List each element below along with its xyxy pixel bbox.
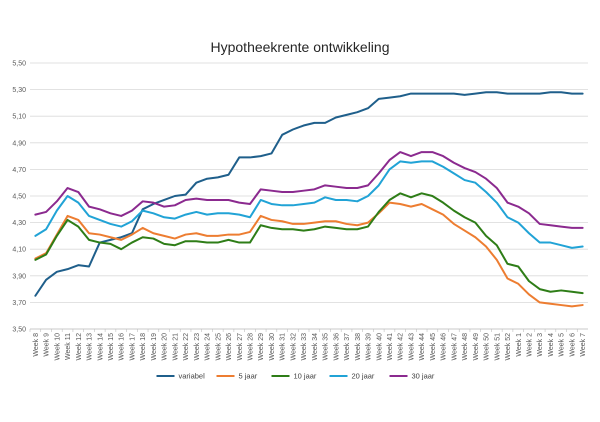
x-tick-label: Week 41: [387, 333, 394, 361]
y-tick-label: 5,10: [12, 114, 26, 121]
x-tick-label: Week 28: [247, 333, 254, 361]
x-tick-label: Week 30: [269, 333, 276, 361]
x-tick-label: Week 4: [548, 333, 555, 357]
x-tick-label: Week 45: [430, 333, 437, 361]
x-tick-label: Week 50: [484, 333, 491, 361]
x-tick-label: Week 11: [65, 333, 72, 360]
chart-container: Hypotheekrente ontwikkeling 3,50 3,70 3,90…: [0, 30, 600, 392]
legend-label: 30 jaar: [412, 372, 435, 381]
x-tick-label: Week 25: [215, 333, 222, 361]
legend-label: 20 jaar: [352, 372, 375, 381]
x-tick-label: Week 5: [559, 333, 566, 357]
x-tick-label: Week 27: [237, 333, 244, 361]
series-line-20-jaar: [34, 160, 584, 249]
legend-item: variabel: [156, 372, 206, 381]
y-axis-ticks: 3,50 3,70 3,90 4,10 4,30 4,50 4,70 4,90 5,10 5,30…: [12, 61, 26, 334]
x-tick-label: Week 48: [462, 333, 469, 361]
legend-item: 5 jaar: [216, 372, 258, 381]
legend-label: 5 jaar: [239, 372, 258, 381]
x-tick-label: Week 39: [366, 333, 373, 361]
x-tick-label: Week 29: [258, 333, 265, 361]
y-tick-label: 5,50: [12, 61, 26, 68]
x-tick-label: Week 52: [505, 333, 512, 361]
y-tick-label: 3,90: [12, 273, 26, 280]
x-tick-label: Week 38: [355, 333, 362, 361]
y-tick-label: 4,70: [12, 167, 26, 174]
x-tick-label: Week 6: [569, 333, 576, 357]
y-tick-label: 3,50: [12, 327, 26, 334]
series-line-30-jaar: [34, 151, 584, 229]
x-tick-label: Week 3: [537, 333, 544, 357]
x-tick-label: Week 32: [290, 333, 297, 361]
x-tick-label: Week 15: [108, 333, 115, 361]
y-tick-label: 4,10: [12, 247, 26, 254]
x-tick-label: Week 49: [473, 333, 480, 361]
x-tick-label: Week 31: [280, 333, 287, 361]
y-tick-label: 4,30: [12, 220, 26, 227]
legend-label: 10 jaar: [294, 372, 317, 381]
x-tick-label: Week 35: [323, 333, 330, 361]
series-lines: [34, 91, 584, 308]
x-tick-label: Week 33: [301, 333, 308, 361]
y-tick-label: 5,30: [12, 87, 26, 94]
x-tick-label: Week 1: [516, 333, 523, 357]
y-tick-label: 3,70: [12, 300, 26, 307]
x-axis-ticks: Week 8 Week 9 Week 10 Week 11 Week 12 Week 13…: [29, 329, 587, 361]
x-tick-label: Week 44: [419, 333, 426, 361]
x-tick-label: Week 34: [312, 333, 319, 361]
x-tick-label: Week 47: [451, 333, 458, 361]
series-line-10-jaar: [34, 192, 584, 295]
x-tick-label: Week 20: [162, 333, 169, 361]
x-tick-label: Week 17: [129, 333, 136, 361]
x-tick-label: Week 40: [376, 333, 383, 361]
series-line-5-jaar: [34, 201, 584, 308]
series-line-variabel: [34, 91, 584, 297]
x-tick-label: Week 10: [54, 333, 61, 361]
x-tick-label: Week 8: [33, 333, 40, 357]
y-tick-label: 4,90: [12, 140, 26, 147]
x-tick-label: Week 43: [408, 333, 415, 361]
grid-lines: [30, 62, 588, 330]
x-tick-label: Week 26: [226, 333, 233, 361]
x-tick-label: Week 9: [44, 333, 51, 357]
chart-title: Hypotheekrente ontwikkeling: [211, 39, 390, 55]
legend-label: variabel: [179, 372, 206, 381]
x-tick-label: Week 36: [333, 333, 340, 361]
line-chart: Hypotheekrente ontwikkeling 3,50 3,70 3,90…: [12, 39, 588, 381]
x-tick-label: Week 23: [194, 333, 201, 361]
legend-item: 20 jaar: [329, 372, 375, 381]
x-tick-label: Week 19: [151, 333, 158, 361]
x-tick-label: Week 2: [526, 333, 533, 357]
x-tick-label: Week 13: [87, 333, 94, 361]
x-tick-label: Week 37: [344, 333, 351, 361]
x-tick-label: Week 46: [441, 333, 448, 361]
y-tick-label: 4,50: [12, 194, 26, 201]
x-tick-label: Week 14: [97, 333, 104, 361]
x-tick-label: Week 7: [580, 333, 587, 357]
legend-item: 10 jaar: [271, 372, 317, 381]
x-tick-label: Week 24: [205, 333, 212, 361]
x-tick-label: Week 42: [398, 333, 405, 361]
x-tick-label: Week 18: [140, 333, 147, 361]
x-tick-label: Week 51: [494, 333, 501, 361]
x-tick-label: Week 22: [183, 333, 190, 361]
x-tick-label: Week 16: [119, 333, 126, 361]
x-tick-label: Week 12: [76, 333, 83, 361]
legend: variabel 5 jaar 10 jaar 20 jaar 30 jaar: [156, 372, 435, 381]
legend-item: 30 jaar: [389, 372, 435, 381]
x-tick-label: Week 21: [172, 333, 179, 361]
